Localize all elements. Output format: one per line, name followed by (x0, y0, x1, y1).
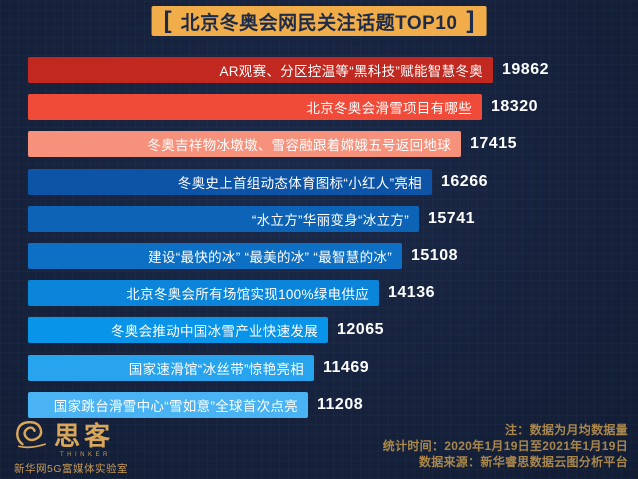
topic-bar-value: 15108 (411, 246, 458, 264)
spiral-logo-icon (14, 420, 48, 450)
topic-bar-row: 北京冬奥会所有场馆实现100%绿电供应 14136 (28, 280, 549, 307)
topic-bar: 冬奥会推动中国冰雪产业快速发展 (28, 317, 328, 344)
topic-bar-label: 国家跳台滑雪中心“雪如意”全球首次点亮 (53, 398, 298, 414)
topic-bar: 国家速滑馆“冰丝带”惊艳亮相 (28, 354, 314, 381)
topic-bar-row: 冬奥会推动中国冰雪产业快速发展 12065 (28, 317, 549, 344)
topic-bar-value: 16266 (441, 172, 488, 190)
topic-bar: 北京冬奥会所有场馆实现100%绿电供应 (28, 280, 379, 307)
topic-bar: 北京冬奥会滑雪项目有哪些 (28, 94, 482, 121)
topic-bar: 国家跳台滑雪中心“雪如意”全球首次点亮 (28, 391, 308, 418)
topic-bar-label: AR观赛、分区控温等“黑科技”赋能智慧冬奥 (219, 64, 483, 79)
topic-bar-row: 冬奥史上首组动态体育图标“小红人”亮相 16266 (28, 168, 549, 195)
topic-bar-value: 15741 (428, 209, 475, 227)
topic-bar: 建设“最快的冰” “最美的冰” “最智慧的冰” (28, 242, 402, 269)
title-left-bracket: [ (163, 7, 172, 34)
topic-bar-value: 17415 (470, 135, 517, 153)
title-right-bracket: ] (466, 7, 475, 34)
topic-bar-row: 冬奥吉祥物冰墩墩、雪容融跟着嫦娥五号返回地球 17415 (28, 131, 549, 158)
note-line-2: 统计时间：2020年1月19日至2021年1月19日 (382, 439, 628, 453)
page-title-box: [ 北京冬奥会网民关注话题TOP10 ] (151, 6, 487, 36)
topic-bar-value: 12065 (337, 321, 384, 339)
page-title: 北京冬奥会网民关注话题TOP10 (180, 12, 458, 34)
topic-bar: 冬奥史上首组动态体育图标“小红人”亮相 (28, 168, 432, 195)
topic-bar-row: 国家跳台滑雪中心“雪如意”全球首次点亮 11208 (28, 391, 549, 418)
topic-bar-row: 建设“最快的冰” “最美的冰” “最智慧的冰” 15108 (28, 242, 549, 269)
topic-bar-label: 北京冬奥会滑雪项目有哪些 (306, 101, 472, 117)
data-notes: 注：数据为月均数据量 统计时间：2020年1月19日至2021年1月19日 数据… (383, 422, 628, 470)
topic-bar: AR观赛、分区控温等“黑科技”赋能智慧冬奥 (28, 57, 493, 83)
topic-bar-value: 19862 (502, 61, 549, 78)
topic-bar-label: 冬奥史上首组动态体育图标“小红人”亮相 (177, 175, 422, 191)
topic-bar-row: 国家速滑馆“冰丝带”惊艳亮相 11469 (28, 354, 549, 381)
bar-chart: AR观赛、分区控温等“黑科技”赋能智慧冬奥 19862 北京冬奥会滑雪项目有哪些 18… (28, 57, 549, 429)
topic-bar-label: 建设“最快的冰” “最美的冰” “最智慧的冰” (148, 249, 392, 265)
topic-bar-row: “水立方”华丽变身“冰立方” 15741 (28, 205, 549, 232)
topic-bar-value: 18320 (491, 98, 538, 116)
thinker-logo: 思客 THINKER 新华网5G富媒体实验室 (14, 420, 164, 476)
topic-bar-label: 北京冬奥会所有场馆实现100%绿电供应 (126, 287, 369, 303)
note-line-3: 数据来源：新华睿思数据云图分析平台 (418, 455, 628, 469)
logo-brand-en: THINKER (60, 452, 111, 458)
topic-bar-row: 北京冬奥会滑雪项目有哪些 18320 (28, 94, 549, 121)
note-line-1: 注：数据为月均数据量 (504, 423, 628, 437)
topic-bar: 冬奥吉祥物冰墩墩、雪容融跟着嫦娥五号返回地球 (28, 131, 461, 158)
topic-bar-label: “水立方”华丽变身“冰立方” (251, 212, 409, 228)
topic-bar-value: 14136 (388, 284, 435, 302)
topic-bar-row: AR观赛、分区控温等“黑科技”赋能智慧冬奥 19862 (28, 57, 549, 83)
topic-bar: “水立方”华丽变身“冰立方” (28, 205, 419, 232)
topic-bar-label: 国家速滑馆“冰丝带”惊艳亮相 (128, 361, 304, 377)
topic-bar-value: 11469 (323, 358, 370, 376)
logo-brand-text: 思客 (54, 422, 115, 452)
topic-bar-label: 冬奥会推动中国冰雪产业快速发展 (111, 324, 318, 340)
topic-bar-label: 冬奥吉祥物冰墩墩、雪容融跟着嫦娥五号返回地球 (147, 138, 451, 154)
topic-bar-value: 11208 (317, 395, 364, 413)
bar-rows: AR观赛、分区控温等“黑科技”赋能智慧冬奥 19862 北京冬奥会滑雪项目有哪些 18… (28, 57, 549, 418)
logo-subtitle: 新华网5G富媒体实验室 (14, 463, 129, 475)
